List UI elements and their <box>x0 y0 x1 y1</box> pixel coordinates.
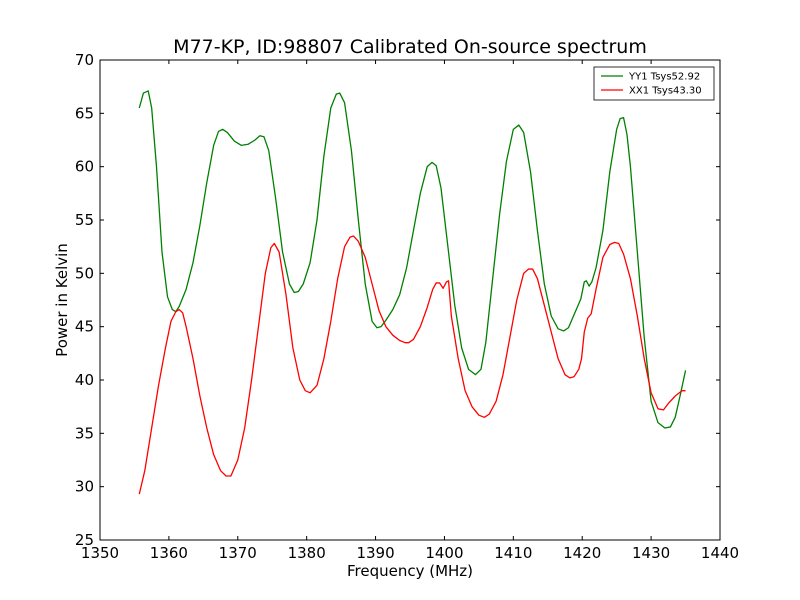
x-tick-label: 1380 <box>288 544 326 562</box>
y-tick-label: 60 <box>75 158 94 176</box>
legend-label-xx1: XX1 Tsys43.30 <box>629 86 702 97</box>
x-tick-label: 1410 <box>494 544 532 562</box>
x-tick-label: 1430 <box>632 544 670 562</box>
x-tick-label: 1420 <box>563 544 601 562</box>
x-tick-label: 1400 <box>425 544 463 562</box>
series-line-yy1 <box>138 90 687 429</box>
legend-label-yy1: YY1 Tsys52.92 <box>628 72 700 83</box>
series-line-xx1 <box>138 235 686 495</box>
y-tick-label: 40 <box>75 371 94 389</box>
x-axis-title: Frequency (MHz) <box>347 562 473 580</box>
y-tick-label: 70 <box>75 51 94 69</box>
y-tick-label: 35 <box>75 424 94 442</box>
y-tick-label: 55 <box>75 211 94 229</box>
y-tick-label: 50 <box>75 264 94 282</box>
legend: YY1 Tsys52.92 XX1 Tsys43.30 <box>593 66 715 101</box>
series-layer <box>138 90 687 495</box>
x-tick-label: 1440 <box>701 544 739 562</box>
x-tick-label: 1390 <box>356 544 394 562</box>
y-tick-label: 45 <box>75 318 94 336</box>
chart-title: M77-KP, ID:98807 Calibrated On-source sp… <box>173 36 647 58</box>
x-tick-label: 1350 <box>81 544 119 562</box>
x-tick-label: 1370 <box>219 544 257 562</box>
y-tick-label: 30 <box>75 478 94 496</box>
legend-box <box>593 66 715 101</box>
ticks-layer: 1350 1360 1370 1380 1390 1400 1410 1420 1430 1440… <box>75 51 739 562</box>
y-tick-label: 65 <box>75 104 94 122</box>
plot-frame <box>99 59 721 541</box>
y-axis-title: Power in Kelvin <box>53 243 71 357</box>
y-tick-label: 25 <box>75 531 94 549</box>
x-tick-label: 1360 <box>150 544 188 562</box>
plot-area <box>100 60 720 540</box>
